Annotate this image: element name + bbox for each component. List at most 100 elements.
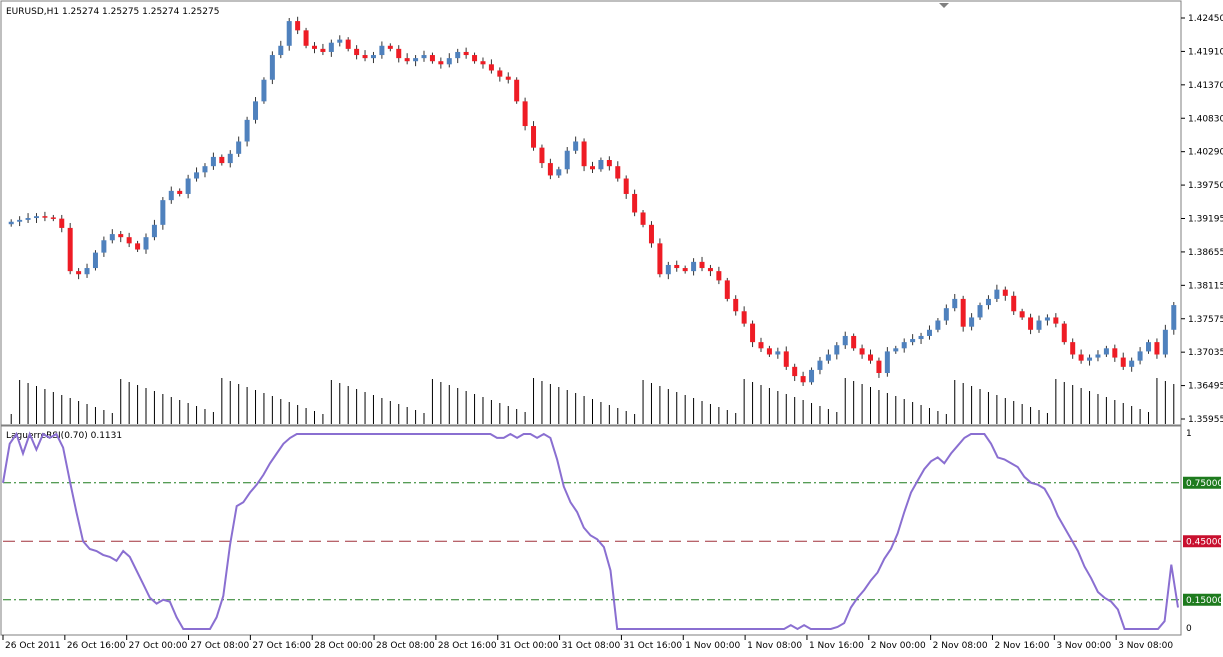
candle-body: [842, 335, 848, 346]
candle-body: [918, 335, 924, 340]
candle-body: [1061, 323, 1067, 343]
price-axis-label: 1.40830: [1188, 114, 1223, 124]
candle-body: [370, 55, 376, 59]
candle-body: [50, 217, 56, 219]
candle-body: [615, 166, 621, 179]
candle-body: [699, 261, 705, 269]
candle-body: [438, 61, 444, 65]
candle-body: [101, 240, 107, 253]
candle-body: [269, 55, 275, 80]
candle-body: [547, 163, 553, 176]
candle-body: [969, 317, 975, 327]
time-axis-label: 3 Nov 08:00: [1118, 641, 1173, 651]
candle-body: [1137, 351, 1143, 361]
candle-body: [354, 48, 360, 56]
candle-body: [632, 193, 638, 213]
candle-body: [286, 21, 292, 46]
candle-body: [505, 76, 511, 80]
candle-body: [539, 147, 545, 164]
candle-body: [143, 237, 149, 250]
candle-body: [640, 212, 646, 225]
indicator-title: LaguerreRSI(0.70) 0.1131: [6, 431, 122, 441]
candle-body: [926, 329, 932, 336]
price-axis-label: 1.42450: [1188, 14, 1223, 24]
candle-body: [573, 141, 579, 151]
candle-body: [185, 178, 191, 194]
candle-body: [455, 51, 461, 59]
candle-body: [758, 342, 764, 349]
candle-body: [691, 261, 697, 272]
candle-body: [648, 224, 654, 244]
indicator-level-label: 0.75000: [1186, 479, 1223, 489]
candle-body: [657, 243, 663, 275]
candle-body: [25, 218, 31, 220]
candle-body: [792, 366, 798, 377]
candle-body: [960, 298, 966, 327]
candle-body: [236, 141, 242, 154]
candle-body: [800, 376, 806, 383]
price-axis-label: 1.41370: [1188, 81, 1223, 91]
candle-body: [834, 345, 840, 355]
candle-body: [868, 354, 874, 361]
time-axis-label: 27 Oct 00:00: [129, 641, 188, 651]
time-axis-label: 28 Oct 08:00: [376, 641, 435, 651]
indicator-axis-top: 1: [1186, 429, 1192, 439]
candle-body: [1036, 320, 1042, 330]
candle-body: [1011, 295, 1017, 312]
candle-body: [707, 268, 713, 272]
candle-body: [429, 55, 435, 62]
candle-body: [1112, 348, 1118, 358]
candle-body: [311, 45, 317, 49]
candle-body: [910, 339, 916, 343]
time-axis-label: 1 Nov 16:00: [809, 641, 864, 651]
candle-body: [92, 252, 98, 269]
candle-body: [480, 61, 486, 65]
price-axis-label: 1.40290: [1188, 148, 1223, 158]
candle-body: [404, 58, 410, 62]
candle-body: [665, 264, 671, 275]
price-axis-label: 1.41910: [1188, 47, 1223, 57]
candle-body: [884, 351, 890, 374]
candle-body: [817, 360, 823, 370]
time-axis-label: 2 Nov 00:00: [871, 641, 926, 651]
indicator-levels: 0.75000 0.45000 0.15000: [3, 476, 1223, 606]
time-axis-label: 26 Oct 2011: [5, 641, 61, 651]
candle-body: [522, 101, 528, 127]
candle-body: [1162, 329, 1168, 355]
candle-body: [126, 237, 132, 244]
candle-body: [33, 216, 39, 219]
candle-body: [151, 224, 157, 238]
candle-body: [581, 141, 587, 167]
candle-body: [295, 21, 301, 31]
candle-body: [606, 160, 612, 167]
candle-body: [851, 335, 857, 349]
candle-body: [497, 70, 503, 77]
candle-body: [733, 298, 739, 312]
candle-body: [1103, 348, 1109, 355]
candle-body: [1028, 317, 1034, 330]
scroll-marker-icon[interactable]: [939, 3, 949, 8]
price-axis-label: 1.37575: [1188, 315, 1223, 325]
candle-body: [278, 45, 284, 56]
indicator-level-badge: [1183, 593, 1221, 606]
candle-body: [1129, 360, 1135, 367]
time-axis-label: 31 Oct 16:00: [623, 641, 682, 651]
candle-body: [202, 166, 208, 173]
indicator-level-badge: [1183, 535, 1221, 548]
candle-body: [1070, 342, 1076, 355]
candle-body: [345, 39, 351, 49]
time-axis-label: 1 Nov 08:00: [747, 641, 802, 651]
candle-body: [362, 55, 368, 59]
time-axis-label: 1 Nov 00:00: [685, 641, 740, 651]
candle-body: [42, 216, 48, 218]
time-axis-label: 31 Oct 08:00: [562, 641, 621, 651]
price-axis-label: 1.39750: [1188, 181, 1223, 191]
main-chart-frame: [0, 0, 1182, 426]
candle-body: [977, 305, 983, 318]
price-axis: 1.42450 1.41910 1.41370 1.40830 1.40290 1.397…: [1181, 14, 1223, 425]
candle-body: [1095, 354, 1101, 358]
candle-body: [564, 150, 570, 170]
time-axis-label: 3 Nov 00:00: [1056, 641, 1111, 651]
candle-body: [320, 48, 326, 52]
